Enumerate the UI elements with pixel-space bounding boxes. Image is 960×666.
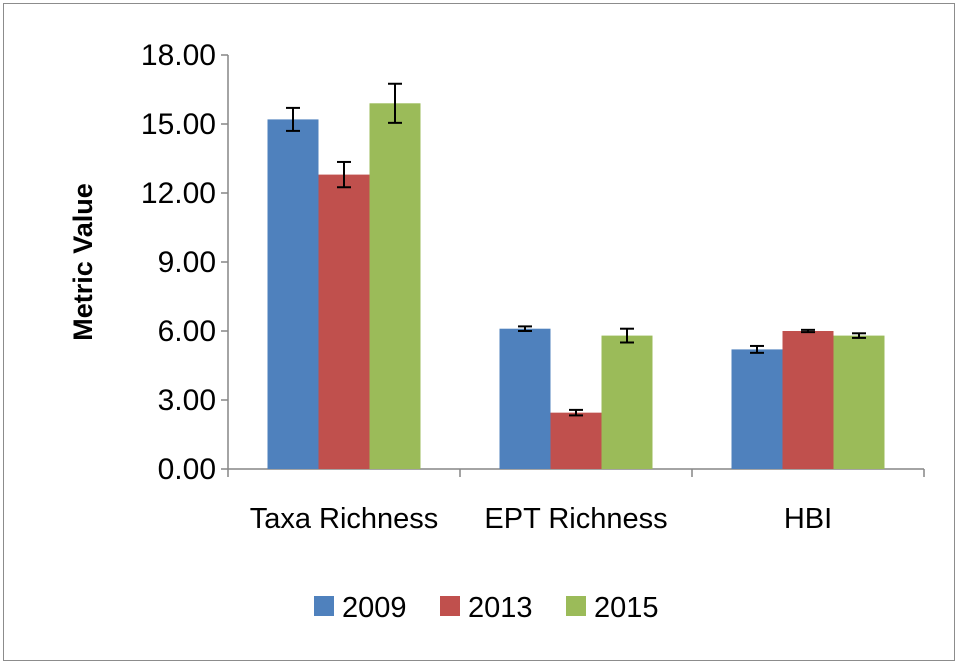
- legend-swatch-2015: [566, 596, 586, 616]
- y-tick-label: 3.00: [158, 384, 216, 417]
- legend: 2009 2013 2015: [314, 592, 659, 624]
- x-category-label: Taxa Richness: [250, 503, 439, 535]
- error-bars: [286, 82, 866, 417]
- bar-2009: [731, 349, 783, 469]
- y-axis-label: Metric Value: [68, 183, 98, 341]
- bar-2013: [550, 412, 602, 469]
- y-tick-label: 15.00: [141, 108, 216, 141]
- legend-label-2013: 2013: [468, 592, 533, 624]
- y-tick-label: 12.00: [141, 177, 216, 210]
- bar-2015: [369, 103, 421, 470]
- legend-label-2015: 2015: [594, 592, 659, 624]
- x-category-label: HBI: [784, 503, 832, 535]
- x-category-label: EPT Richness: [484, 503, 667, 535]
- bar-2009: [499, 328, 551, 469]
- y-tick-label: 9.00: [158, 246, 216, 279]
- legend-swatch-2013: [440, 596, 460, 616]
- labels: 0.00 3.00 6.00 9.00 12.00 15.00 18.00 Taxa Rich…: [141, 39, 832, 535]
- legend-swatch-2009: [314, 596, 334, 616]
- y-tick-label: 0.00: [158, 453, 216, 486]
- bar-2015: [601, 335, 653, 469]
- bars: [267, 103, 885, 470]
- bar-2009: [267, 119, 319, 470]
- y-tick-label: 18.00: [141, 39, 216, 72]
- bar-2013: [782, 331, 834, 469]
- y-tick-label: 6.00: [158, 315, 216, 348]
- legend-label-2009: 2009: [342, 592, 407, 624]
- bar-2013: [318, 174, 370, 469]
- bar-2015: [833, 335, 885, 469]
